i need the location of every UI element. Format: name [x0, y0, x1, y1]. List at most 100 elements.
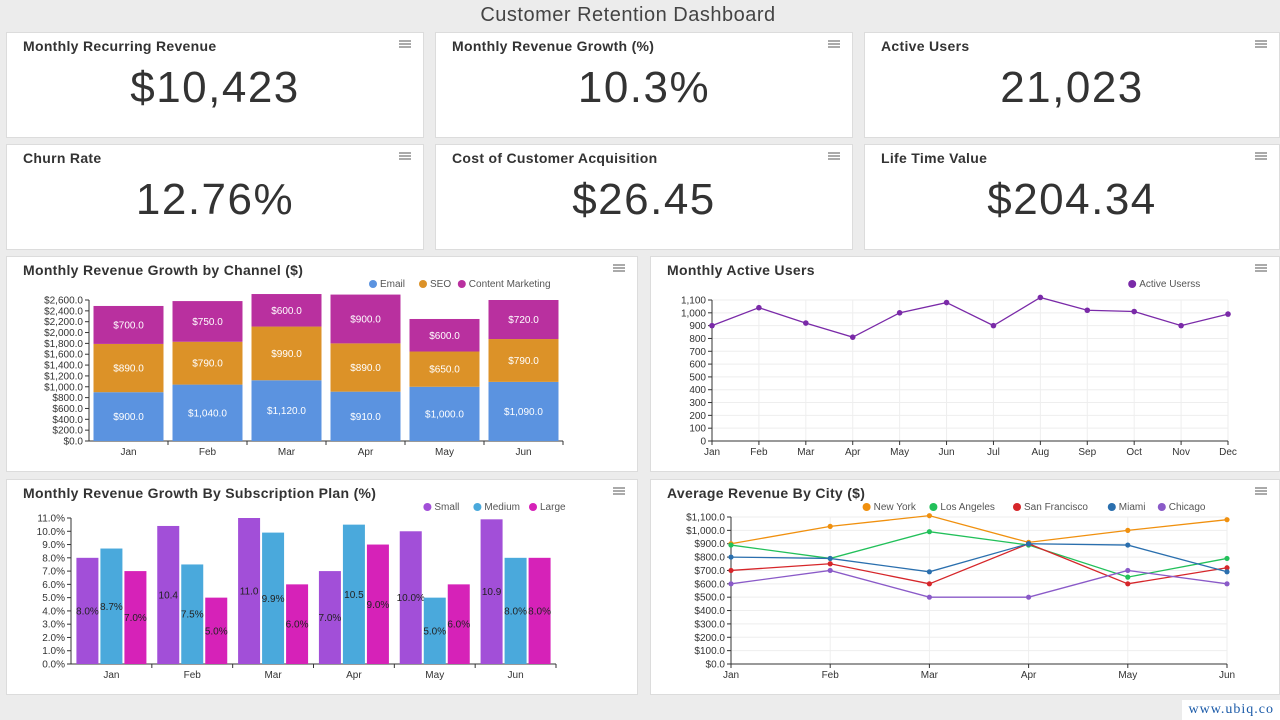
y-tick-label: 4.0% [42, 606, 65, 617]
series-line [730, 543, 1228, 585]
bar-segment [93, 392, 164, 441]
channel-stacked-bar-chart: $0.0$200.0$400.0$600.0$800.0$1,000.0$1,2… [44, 279, 564, 458]
bar [76, 557, 99, 664]
bar [504, 557, 527, 664]
plan-grouped-bar-chart: 0.0%1.0%2.0%3.0%4.0%5.0%6.0%7.0%8.0%9.0%… [37, 502, 566, 681]
dashboard-title: Customer Retention Dashboard [480, 4, 776, 26]
data-point [1125, 574, 1131, 580]
x-tick-label: May [435, 447, 454, 458]
series-line [730, 515, 1228, 545]
card-menu-icon[interactable] [399, 40, 411, 48]
data-label: 9.9% [262, 594, 285, 605]
legend-label: Email [380, 279, 405, 290]
card-menu-icon[interactable] [399, 152, 411, 160]
bar-segment [172, 384, 243, 441]
bar-segment [488, 339, 559, 382]
bar [528, 557, 551, 664]
x-tick-label: Jan [704, 447, 720, 458]
y-tick-label: 2.0% [42, 633, 65, 644]
data-point [1037, 294, 1044, 301]
data-point [827, 561, 833, 567]
y-tick-label: $600.0 [694, 579, 725, 590]
data-point [1026, 541, 1032, 547]
data-point [926, 569, 932, 575]
x-tick-label: Mar [264, 670, 282, 681]
data-point [926, 529, 932, 535]
data-point [1224, 517, 1230, 523]
data-label: 10.4 [159, 590, 179, 601]
legend-label: Los Angeles [940, 502, 995, 513]
data-label: $750.0 [192, 317, 223, 328]
y-tick-label: 1,100 [681, 296, 706, 307]
kpi-card-revenue-growth: Monthly Revenue Growth (%) 10.3% [435, 32, 853, 138]
bar-segment [172, 301, 243, 342]
bar-segment [330, 294, 401, 344]
y-tick-label: $400.0 [694, 606, 725, 617]
data-point [728, 581, 734, 587]
legend-marker [369, 280, 377, 288]
data-point [756, 304, 762, 311]
legend-marker [419, 280, 427, 288]
x-tick-label: Mar [278, 447, 296, 458]
data-label: $890.0 [350, 363, 381, 374]
data-label: $700.0 [113, 320, 144, 331]
y-tick-label: $1,200.0 [44, 371, 83, 382]
bar-segment [488, 381, 559, 441]
series-line [730, 531, 1228, 578]
x-tick-label: Jul [987, 447, 1000, 458]
card-menu-icon[interactable] [1255, 487, 1267, 495]
data-point [1084, 307, 1091, 314]
y-tick-label: 300 [689, 398, 706, 409]
bar [480, 519, 503, 664]
y-tick-label: 1,000 [681, 308, 706, 319]
chart-title: Monthly Revenue Growth By Subscription P… [23, 485, 377, 501]
card-menu-icon[interactable] [1255, 152, 1267, 160]
y-tick-label: 700 [689, 347, 706, 358]
chart-title: Monthly Revenue Growth by Channel ($) [23, 262, 304, 278]
chart-title: Monthly Active Users [667, 262, 815, 278]
y-tick-label: 600 [689, 360, 706, 371]
y-tick-label: 9.0% [42, 540, 65, 551]
card-menu-icon[interactable] [828, 40, 840, 48]
data-label: 6.0% [447, 620, 470, 631]
kpi-value: 21,023 [1000, 63, 1144, 112]
data-label: 9.0% [367, 600, 390, 611]
data-label: 8.0% [504, 606, 527, 617]
data-point [1125, 567, 1131, 574]
data-point [1125, 542, 1131, 548]
kpi-value: 12.76% [135, 175, 295, 224]
card-menu-icon[interactable] [1255, 40, 1267, 48]
kpi-label: Life Time Value [881, 150, 988, 166]
data-label: 8.0% [528, 606, 551, 617]
data-label: 11.0 [240, 587, 259, 598]
x-tick-label: Nov [1172, 447, 1190, 458]
card-menu-icon[interactable] [828, 152, 840, 160]
x-tick-label: May [1118, 670, 1137, 681]
bar [262, 532, 285, 664]
card-menu-icon[interactable] [613, 264, 625, 272]
card-menu-icon[interactable] [613, 487, 625, 495]
bar-segment [251, 326, 322, 381]
x-tick-label: Sep [1078, 447, 1096, 458]
y-tick-label: $500.0 [694, 593, 725, 604]
card-menu-icon[interactable] [1255, 264, 1267, 272]
data-label: 10.5 [344, 590, 364, 601]
y-tick-label: 900 [689, 321, 706, 332]
x-tick-label: Feb [199, 447, 217, 458]
legend-marker [1128, 280, 1137, 288]
y-tick-label: $1,400.0 [44, 361, 83, 372]
data-label: $600.0 [271, 306, 302, 317]
y-tick-label: $1,000.0 [44, 382, 83, 393]
x-tick-label: Jan [103, 670, 119, 681]
x-tick-label: Mar [797, 447, 815, 458]
bar [205, 597, 228, 664]
y-tick-label: 1.0% [42, 646, 65, 657]
data-point [926, 513, 932, 519]
legend-label: Chicago [1169, 502, 1206, 513]
kpi-value: $204.34 [987, 175, 1157, 224]
data-label: $1,040.0 [188, 408, 227, 419]
data-label: 6.0% [286, 620, 309, 631]
legend-marker [473, 503, 482, 511]
chart-card-active-users: 0 100 200 300 400 500 600 700 800 900 1,000 1,100 Ac… [650, 256, 1280, 472]
y-tick-label: $2,200.0 [44, 317, 83, 328]
